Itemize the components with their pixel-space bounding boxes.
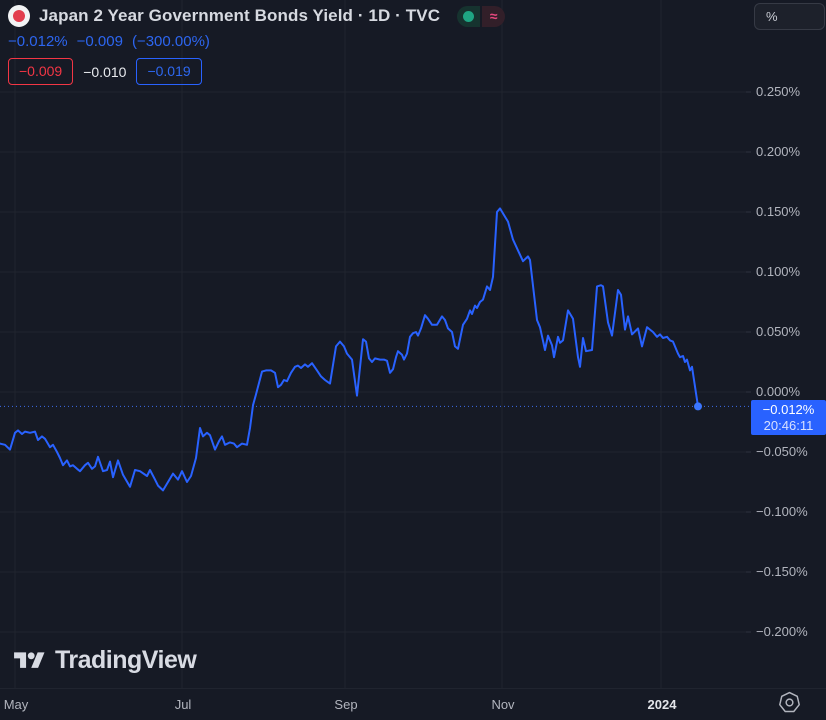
- price-axis-label: 0.000%: [756, 384, 801, 399]
- time-axis-label: May: [3, 697, 29, 712]
- price-axis-label: −0.100%: [756, 504, 808, 519]
- market-open-icon[interactable]: [457, 5, 481, 27]
- symbol-legend: Japan 2 Year Government Bonds Yield · 1D…: [8, 4, 506, 85]
- market-status-pill: ≈: [457, 5, 506, 27]
- bar-countdown: 20:46:11: [763, 417, 814, 433]
- change-percent: (−300.00%): [131, 33, 210, 50]
- time-axis-label: 2024: [647, 697, 677, 712]
- last-point-dot: [694, 402, 702, 411]
- green-dot-icon: [463, 10, 475, 22]
- last-value: −0.012%: [8, 33, 68, 50]
- price-axis-label: −0.150%: [756, 564, 808, 579]
- time-axis-label: Nov: [491, 697, 515, 712]
- price-axis-label: −0.050%: [756, 444, 808, 459]
- price-axis-label: 0.200%: [756, 144, 801, 159]
- price-axis-label: 0.150%: [756, 204, 801, 219]
- yield-line-series: [0, 207, 699, 492]
- gear-icon: [779, 691, 800, 713]
- price-axis-label: −0.200%: [756, 624, 808, 639]
- price-axis-label: 0.250%: [756, 84, 801, 99]
- tradingview-logo[interactable]: TradingView: [14, 646, 197, 675]
- buy-price-button[interactable]: −0.019: [136, 58, 202, 85]
- current-price-value: −0.012%: [762, 401, 815, 417]
- delayed-data-icon[interactable]: ≈: [482, 5, 506, 27]
- price-axis-label: 0.100%: [756, 264, 801, 279]
- sell-price-button[interactable]: −0.009: [8, 58, 74, 85]
- current-price-label: −0.012% 20:46:11: [751, 400, 826, 435]
- price-scale-unit-button[interactable]: %: [754, 3, 825, 30]
- tradingview-logo-text: TradingView: [55, 646, 197, 674]
- time-axis-settings-button[interactable]: [778, 691, 801, 714]
- time-axis-label: Jul: [174, 697, 192, 712]
- japan-flag-icon: [8, 5, 30, 27]
- legend-quote-row: −0.009 −0.010 −0.019: [8, 58, 505, 85]
- tradingview-logomark-icon: [14, 651, 45, 668]
- legend-change-row: −0.012% −0.009 (−300.00%): [8, 33, 505, 50]
- time-axis-label: Sep: [334, 697, 358, 712]
- price-axis-label: 0.050%: [756, 324, 801, 339]
- legend-title-row: Japan 2 Year Government Bonds Yield · 1D…: [8, 4, 506, 28]
- symbol-title[interactable]: Japan 2 Year Government Bonds Yield · 1D…: [39, 6, 441, 25]
- mid-price-value: −0.010: [83, 63, 127, 80]
- change-absolute: −0.009: [76, 33, 123, 50]
- time-axis[interactable]: May Jul Sep Nov 2024: [0, 688, 826, 720]
- price-axis[interactable]: 0.250% 0.200% 0.150% 0.100% 0.050% 0.000% −0.0…: [746, 0, 826, 688]
- approx-icon: ≈: [489, 8, 498, 24]
